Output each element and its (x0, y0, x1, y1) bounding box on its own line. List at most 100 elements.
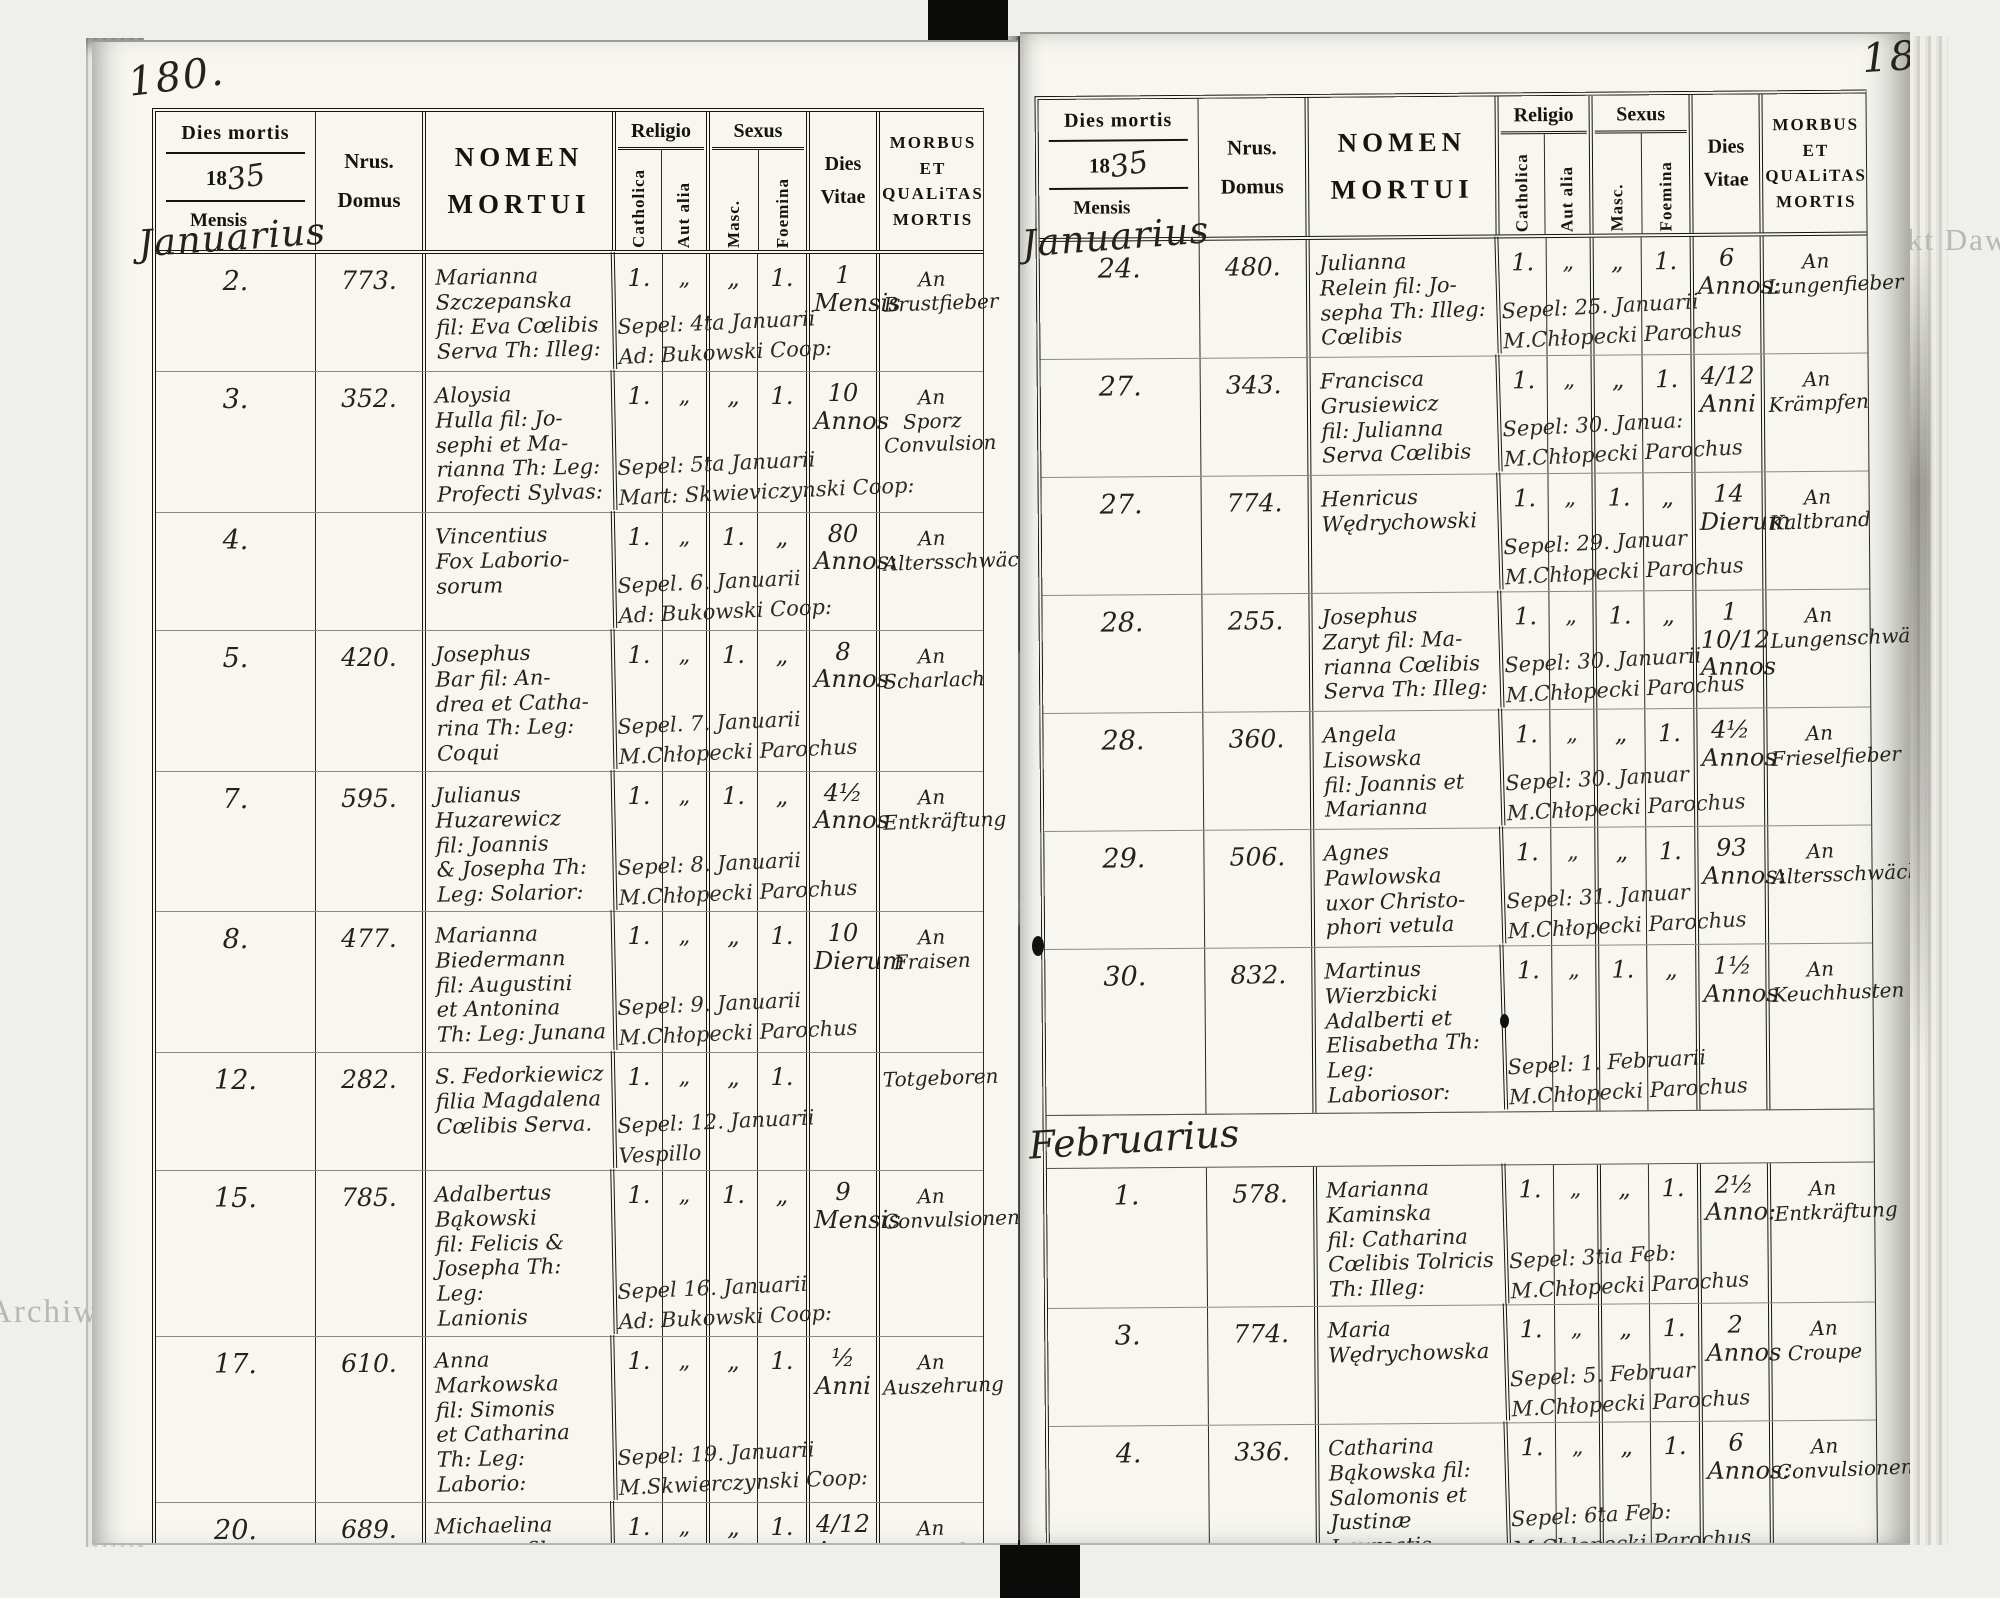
dies-vitae-cell: 8 Annos (810, 630, 889, 771)
name-cell: Julianus Huzarewicz fil: Joannis & Josep… (424, 769, 618, 914)
aut-alia-cell: „ (663, 372, 710, 512)
masc-cell: „ (710, 1336, 758, 1502)
header-religio: Religio Catholica Aut alia (1498, 95, 1594, 235)
foemina-cell: 1. (1645, 708, 1699, 827)
dies-mortis-cell: 7. (156, 771, 316, 912)
house-number-cell: 774. (1207, 1307, 1319, 1426)
foemina-cell: 1. (1641, 236, 1695, 355)
dies-vitae-cell: 80 Annos: (810, 512, 897, 630)
foemina-cell: „ (1647, 944, 1701, 1110)
name-cell: Maria Wędrychowska (1316, 1303, 1511, 1427)
aut-alia-cell: „ (1553, 1164, 1602, 1305)
catholica-cell: 1. (616, 512, 663, 630)
register-table: Dies mortis 1835 Mensis Nrus. Domus NOME… (152, 108, 1018, 1543)
table-header: Dies mortis 1835 Mensis Nrus. Domus NOME… (156, 112, 983, 254)
dies-vitae-cell: 6 Annos: (1693, 236, 1781, 354)
dies-vitae-cell: ½ Anni (810, 1336, 880, 1502)
table-row: 30. 832. Martinus Wierzbicki Adalberti e… (1045, 943, 1905, 1116)
dies-mortis-cell: 1. (1046, 1167, 1208, 1309)
foemina-cell: 1. (1646, 826, 1700, 945)
header-masc: Masc. (1607, 183, 1627, 232)
house-number-cell: 336. (1208, 1425, 1321, 1543)
masc-cell: 1. (1595, 473, 1645, 591)
header-aut-alia: Aut alia (674, 181, 694, 248)
dies-mortis-cell: 2. (156, 254, 316, 371)
dies-vitae-cell: 2½ Anno: (1700, 1162, 1776, 1304)
foemina-cell: 1. (758, 1502, 810, 1543)
morbus-cell: An Frieselfieber (1770, 720, 1902, 771)
dies-vitae-cell: 6 Annos: (1702, 1421, 1791, 1543)
table-row: 27. 774. Henricus Wędrychowski 1. „ 1. „… (1041, 471, 1871, 597)
table-row: 29. 506. Agnes Pawlowska uxor Christo- p… (1044, 825, 1910, 951)
dies-vitae-cell: 4/12 Annos (810, 1502, 889, 1543)
catholica-cell: 1. (1508, 1423, 1558, 1543)
dies-mortis-cell: 4. (1048, 1426, 1211, 1543)
dies-vitae-cell: 4½ Annos (810, 771, 889, 912)
table-row: 4. Vincentius Fox Laborio- sorum 1. „ 1.… (156, 510, 1018, 632)
dies-vitae-cell: 10 Dierum (810, 912, 905, 1053)
foemina-cell: „ (1643, 472, 1697, 591)
aut-alia-cell: „ (663, 771, 710, 912)
morbus-cell: An Auszehrung (882, 1349, 1005, 1400)
masc-cell: „ (1600, 1163, 1650, 1305)
header-dies-vitae: Dies Vitae (810, 112, 880, 250)
header-catholica: Catholica (628, 169, 648, 248)
ink-speck (1032, 936, 1044, 956)
header-dies-mortis: Dies mortis 1835 Mensis (156, 112, 316, 250)
name-cell: Adalbertus Bąkowski fil: Felicis & Josep… (424, 1169, 618, 1338)
binding-tab-bottom (1000, 1540, 1080, 1598)
catholica-cell: 1. (1499, 238, 1548, 356)
dies-vitae-cell: 2 Annos (1701, 1303, 1781, 1422)
month-divider-label: Februarius (1027, 1110, 1241, 1168)
dies-mortis-cell: 28. (1043, 712, 1205, 832)
house-number-cell: 360. (1203, 711, 1315, 830)
register-table: Dies mortis 1835 Mensis Nrus. Domus NOME… (1028, 89, 1910, 1543)
page-number: 180. (125, 48, 228, 106)
dies-vitae-cell: 9 Mensis (810, 1171, 901, 1336)
foemina-cell: 1. (1650, 1422, 1705, 1543)
morbus-cell: An Kaltbrand (1769, 484, 1872, 535)
aut-alia-cell: „ (1554, 1305, 1603, 1423)
masc-cell: „ (1601, 1304, 1651, 1423)
morbus-cell: An Fraisen (893, 925, 972, 975)
foemina-cell: 1. (758, 1053, 810, 1171)
name-cell: Michaelina Zimmer fil: Joannis et Thecla… (424, 1500, 618, 1543)
dies-mortis-cell: 3. (1048, 1308, 1209, 1427)
aut-alia-cell: „ (1548, 473, 1597, 592)
table-body: 2. 773. Marianna Szczepanska fil: Eva Cœ… (156, 252, 1018, 1543)
aut-alia-cell: „ (663, 1502, 710, 1543)
foemina-cell: 1. (758, 254, 810, 371)
catholica-cell: 1. (1502, 592, 1551, 710)
dies-vitae-cell: 14 Dierum (1695, 472, 1791, 590)
morbus-cell: An Altersschwäche (1771, 838, 1910, 889)
foemina-cell: 1. (1648, 1163, 1702, 1304)
header-sexus: Sexus Masc. Foemina (1592, 94, 1694, 234)
dies-vitae-cell (810, 1053, 880, 1171)
table-row: 7. 595. Julianus Huzarewicz fil: Joannis… (156, 769, 1007, 914)
header-dies-vitae: Dies Vitae (1692, 94, 1764, 233)
ink-speck (1500, 1014, 1509, 1028)
catholica-cell: 1. (1503, 710, 1552, 828)
dies-mortis-cell: 12. (156, 1053, 316, 1171)
page-number: 181. (1860, 32, 1910, 83)
header-religio: Religio Catholica Aut alia (616, 112, 710, 250)
catholica-cell: 1. (616, 1171, 663, 1336)
house-number-cell: 343. (1200, 357, 1312, 476)
table-row: 3. 352. Aloysia Hulla fil: Jo- sephi et … (156, 370, 997, 514)
catholica-cell: 1. (616, 372, 663, 512)
name-cell: Marianna Kaminska fil: Catharina Cœlibis… (1315, 1163, 1510, 1309)
catholica-cell: 1. (1505, 946, 1554, 1112)
morbus-cell: An Lungenfieber (1767, 248, 1905, 299)
aut-alia-cell: „ (1555, 1423, 1605, 1543)
name-cell: Martinus Wierzbicki Adalberti et Elisabe… (1313, 944, 1509, 1115)
name-cell: Marianna Biedermann fil: Augustini et An… (424, 910, 618, 1055)
house-number-cell: 255. (1202, 593, 1314, 712)
foemina-cell: 1. (1649, 1304, 1703, 1422)
masc-cell: „ (710, 1502, 758, 1543)
morbus-cell: An Scharlach (882, 643, 986, 694)
name-cell: Henricus Wędrychowski (1310, 472, 1504, 595)
catholica-cell: 1. (616, 1336, 663, 1502)
year-handwritten: 35 (224, 157, 268, 198)
table-row: 28. 255. Josephus Zaryt fil: Ma- rianna … (1042, 589, 1910, 715)
masc-cell: 1. (710, 630, 758, 771)
